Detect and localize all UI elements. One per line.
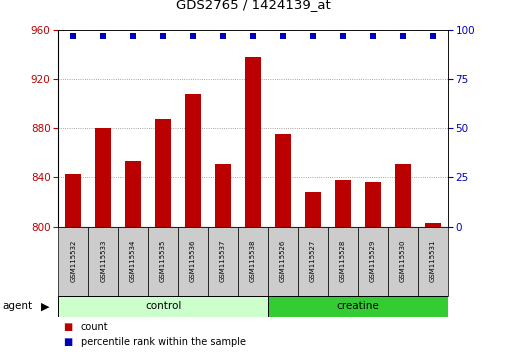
Text: ■: ■ (63, 337, 72, 347)
Text: agent: agent (3, 301, 33, 311)
Bar (118, 227, 148, 296)
Text: GSM115531: GSM115531 (429, 240, 435, 282)
Text: GSM115537: GSM115537 (220, 240, 226, 282)
Bar (148, 227, 178, 296)
Text: ▶: ▶ (41, 301, 49, 311)
Point (278, 33, 286, 39)
Text: percentile rank within the sample: percentile rank within the sample (81, 337, 245, 347)
Bar (125, 161, 141, 227)
Point (69, 33, 77, 39)
Bar (304, 192, 321, 227)
Text: ■: ■ (63, 322, 72, 332)
Bar (268, 296, 447, 317)
Bar (357, 227, 387, 296)
Text: GSM115538: GSM115538 (249, 240, 256, 282)
Bar (387, 227, 417, 296)
Text: GDS2765 / 1424139_at: GDS2765 / 1424139_at (175, 0, 330, 11)
Point (129, 33, 137, 39)
Text: GSM115532: GSM115532 (70, 240, 76, 282)
Text: GSM115526: GSM115526 (279, 240, 285, 282)
Bar (88, 227, 118, 296)
Point (159, 33, 167, 39)
Bar (334, 180, 350, 227)
Point (338, 33, 346, 39)
Text: GSM115536: GSM115536 (190, 240, 195, 282)
Point (219, 33, 227, 39)
Bar (155, 119, 171, 227)
Bar (184, 94, 201, 227)
Bar (214, 164, 231, 227)
Bar (327, 227, 357, 296)
Point (428, 33, 436, 39)
Point (308, 33, 316, 39)
Point (248, 33, 257, 39)
Text: GSM115530: GSM115530 (399, 240, 405, 282)
Bar (244, 57, 261, 227)
Bar (95, 128, 111, 227)
Text: control: control (144, 301, 181, 311)
Bar (274, 135, 291, 227)
Bar (65, 174, 81, 227)
Point (99, 33, 107, 39)
Text: count: count (81, 322, 109, 332)
Bar (364, 182, 380, 227)
Bar (58, 227, 88, 296)
Text: creatine: creatine (336, 301, 379, 311)
Bar (394, 164, 410, 227)
Point (398, 33, 406, 39)
Bar (208, 227, 237, 296)
Bar (58, 296, 268, 317)
Text: GSM115528: GSM115528 (339, 240, 345, 282)
Bar (268, 227, 297, 296)
Text: GSM115533: GSM115533 (100, 240, 106, 282)
Point (368, 33, 376, 39)
Text: GSM115529: GSM115529 (369, 240, 375, 282)
Bar (178, 227, 208, 296)
Point (189, 33, 197, 39)
Bar (297, 227, 327, 296)
Bar (417, 227, 447, 296)
Bar (237, 227, 268, 296)
Text: GSM115527: GSM115527 (310, 240, 315, 282)
Bar (424, 223, 440, 227)
Text: GSM115534: GSM115534 (130, 240, 136, 282)
Text: GSM115535: GSM115535 (160, 240, 166, 282)
